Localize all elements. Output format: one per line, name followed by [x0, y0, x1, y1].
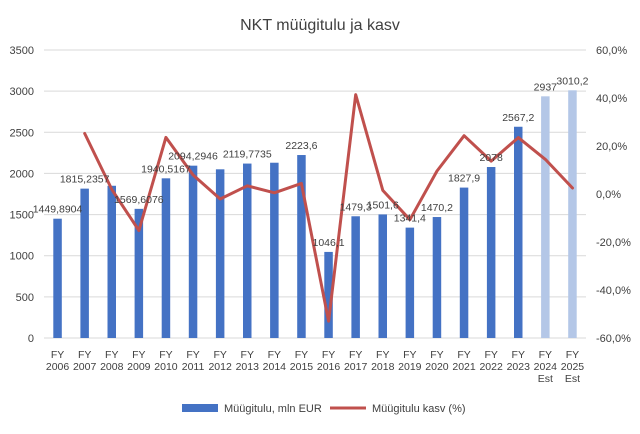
bar-data-label: 2094,2946	[168, 151, 218, 163]
x-tick-label: 2006	[46, 361, 70, 373]
x-tick-label: 2011	[182, 361, 205, 373]
bar	[568, 90, 577, 338]
y-tick-label-right: 60,0%	[596, 45, 627, 57]
bar	[541, 96, 550, 338]
y-tick-label-left: 1500	[10, 210, 34, 222]
chart-title: NKT müügitulu ja kasv	[240, 17, 400, 34]
x-tick-label: Est	[538, 373, 553, 385]
x-tick-label: 2010	[154, 361, 178, 373]
x-tick-label: FY	[268, 349, 281, 361]
y-tick-label-right: -40,0%	[596, 285, 631, 297]
bar-data-label: 1940,5167	[141, 163, 191, 175]
y-tick-label-right: -20,0%	[596, 237, 631, 249]
bar-data-label: 1046,1	[312, 237, 344, 249]
x-tick-label: 2023	[507, 361, 531, 373]
y-tick-label-right: 0,0%	[596, 189, 621, 201]
bar-data-label: 2119,7735	[223, 149, 272, 161]
y-tick-label-left: 500	[16, 292, 34, 304]
bar-data-label: 2078	[479, 152, 503, 164]
x-tick-label: FY	[403, 349, 416, 361]
x-tick-label: 2009	[127, 361, 151, 373]
x-tick-label: FY	[430, 349, 443, 361]
bar-data-label: 1827,9	[448, 173, 480, 185]
bar	[189, 166, 198, 338]
x-tick-label: 2008	[100, 361, 124, 373]
bar	[406, 228, 415, 338]
legend: Müügitulu, mln EUR Müügitulu kasv (%)	[182, 403, 466, 415]
bar	[379, 214, 388, 338]
x-tick-label: FY	[512, 349, 525, 361]
x-tick-label: 2012	[208, 361, 232, 373]
x-tick-label: FY	[484, 349, 497, 361]
x-tick-label: FY	[566, 349, 579, 361]
x-tick-label: 2017	[344, 361, 368, 373]
bar-data-label: 1569,6076	[114, 194, 164, 206]
bar	[53, 219, 62, 338]
x-tick-label: 2021	[452, 361, 476, 373]
x-tick-label: 2020	[425, 361, 449, 373]
bar-data-label: 2223,6	[285, 140, 317, 152]
x-tick-label: Est	[565, 373, 580, 385]
x-tick-label: FY	[51, 349, 64, 361]
x-tick-label: FY	[213, 349, 226, 361]
y-tick-label-left: 3000	[10, 86, 34, 98]
x-tick-label: FY	[132, 349, 145, 361]
y-tick-label-left: 0	[28, 333, 34, 345]
legend-swatch-bar	[182, 404, 218, 412]
x-tick-label: 2007	[73, 361, 97, 373]
y-tick-label-left: 3500	[10, 45, 34, 57]
y-tick-label-right: 20,0%	[596, 141, 627, 153]
bar	[243, 164, 252, 338]
y-tick-label-left: 2000	[10, 168, 34, 180]
bar-data-label: 3010,2	[556, 75, 588, 87]
x-tick-label: FY	[322, 349, 335, 361]
bar-data-label: 2567,2	[502, 112, 534, 124]
bar	[460, 188, 469, 338]
bar	[433, 217, 442, 338]
x-tick-label: 2014	[263, 361, 287, 373]
bar-data-label: 1341,4	[394, 213, 426, 225]
x-tick-label: 2015	[290, 361, 314, 373]
bar-data-label: 1501,6	[367, 199, 399, 211]
bar	[351, 216, 360, 338]
x-tick-label: 2013	[236, 361, 260, 373]
x-tick-label: FY	[295, 349, 308, 361]
x-tick-label: FY	[376, 349, 389, 361]
x-tick-label: FY	[241, 349, 254, 361]
x-tick-label: FY	[539, 349, 552, 361]
x-tick-label: 2018	[371, 361, 395, 373]
y-tick-label-right: -60,0%	[596, 333, 631, 345]
y-tick-label-left: 1000	[10, 251, 34, 263]
x-tick-label: 2019	[398, 361, 422, 373]
bar-data-label: 2937	[534, 81, 558, 93]
x-tick-label: FY	[105, 349, 118, 361]
y-tick-label-right: 40,0%	[596, 93, 627, 105]
bar	[270, 163, 279, 338]
y-tick-label-left: 2500	[10, 127, 34, 139]
x-tick-label: 2022	[479, 361, 503, 373]
x-tick-label: 2024	[534, 361, 558, 373]
legend-label-line: Müügitulu kasv (%)	[372, 403, 466, 415]
x-tick-label: FY	[457, 349, 470, 361]
bar	[514, 127, 523, 338]
x-tick-label: FY	[78, 349, 91, 361]
bar-data-label: 1815,2357	[60, 174, 110, 186]
x-tick-label: FY	[349, 349, 362, 361]
x-tick-label: 2016	[317, 361, 341, 373]
bar	[487, 167, 496, 338]
legend-label-bar: Müügitulu, mln EUR	[224, 403, 322, 415]
x-tick-label: 2025	[561, 361, 585, 373]
x-tick-label: FY	[186, 349, 199, 361]
bar	[108, 186, 117, 338]
bar-data-label: 1470,2	[421, 202, 453, 214]
x-tick-label: FY	[159, 349, 172, 361]
bar-data-label: 1449,8904	[33, 204, 83, 216]
